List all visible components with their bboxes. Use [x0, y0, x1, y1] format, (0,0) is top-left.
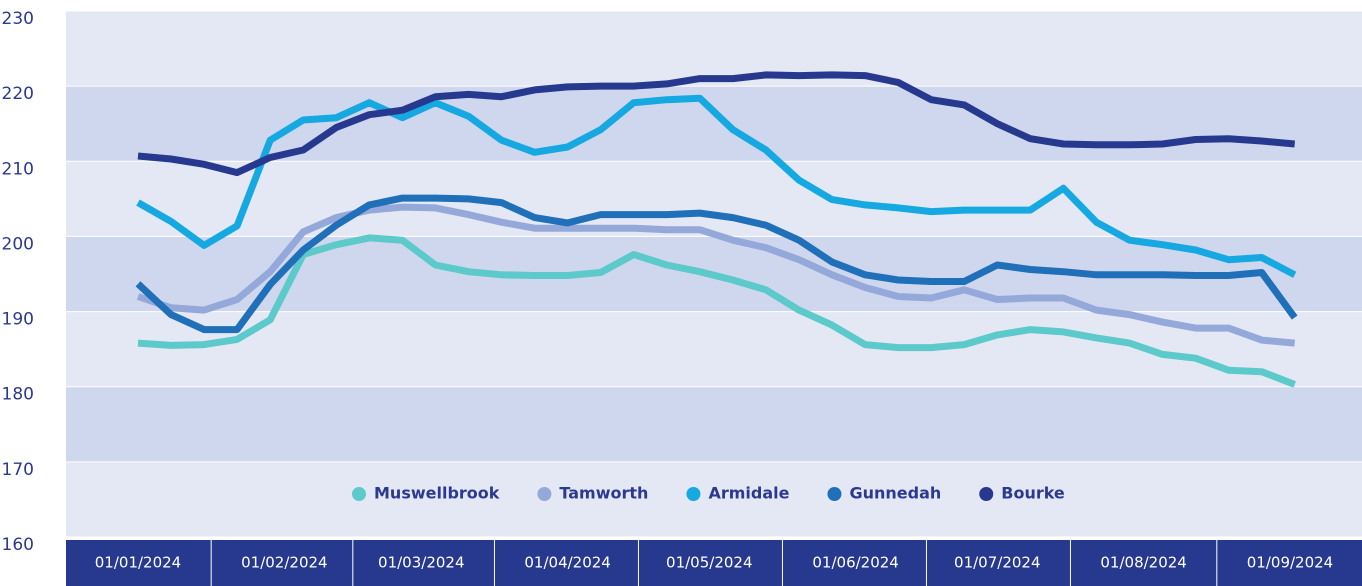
y-tick-label: 170 — [2, 460, 34, 480]
legend-swatch — [686, 487, 701, 501]
series-line — [137, 234, 1296, 388]
y-tick-label: 230 — [2, 9, 34, 29]
x-tick-label: 01/08/2024 — [1100, 554, 1186, 572]
series-line — [136, 94, 1297, 278]
y-tick-label: 160 — [2, 535, 34, 555]
legend-label: Armidale — [708, 484, 789, 503]
x-tick-label: 01/04/2024 — [524, 554, 610, 572]
y-tick-label: 210 — [2, 159, 34, 179]
legend-swatch — [979, 487, 994, 501]
x-axis-band — [66, 540, 1362, 586]
series-line — [135, 194, 1298, 334]
series-line — [136, 203, 1296, 347]
x-tick-label: 01/01/2024 — [95, 554, 181, 572]
plot-band — [66, 86, 1362, 162]
x-tick-label: 01/07/2024 — [954, 554, 1040, 572]
x-tick-label: 01/09/2024 — [1247, 554, 1333, 572]
x-tick-label: 01/06/2024 — [812, 554, 898, 572]
legend-label: Gunnedah — [849, 484, 941, 503]
legend-label: Muswellbrook — [374, 484, 500, 503]
x-tick-label: 01/02/2024 — [241, 554, 327, 572]
plot-band — [66, 386, 1362, 462]
legend-swatch — [352, 487, 366, 501]
y-tick-label: 220 — [2, 84, 34, 104]
legend-label: Bourke — [1001, 484, 1065, 503]
legend-swatch — [537, 487, 552, 501]
plot-band — [66, 11, 1362, 87]
series-line — [137, 71, 1296, 177]
x-tick-label: 01/03/2024 — [378, 554, 464, 572]
x-tick-label: 01/05/2024 — [666, 554, 752, 572]
legend-label: Tamworth — [559, 484, 648, 503]
y-tick-label: 180 — [2, 385, 34, 405]
y-tick-label: 200 — [2, 234, 34, 254]
plot-band — [66, 461, 1362, 537]
plot-band — [66, 161, 1362, 237]
legend-swatch — [827, 487, 842, 501]
y-tick-label: 190 — [2, 310, 34, 330]
